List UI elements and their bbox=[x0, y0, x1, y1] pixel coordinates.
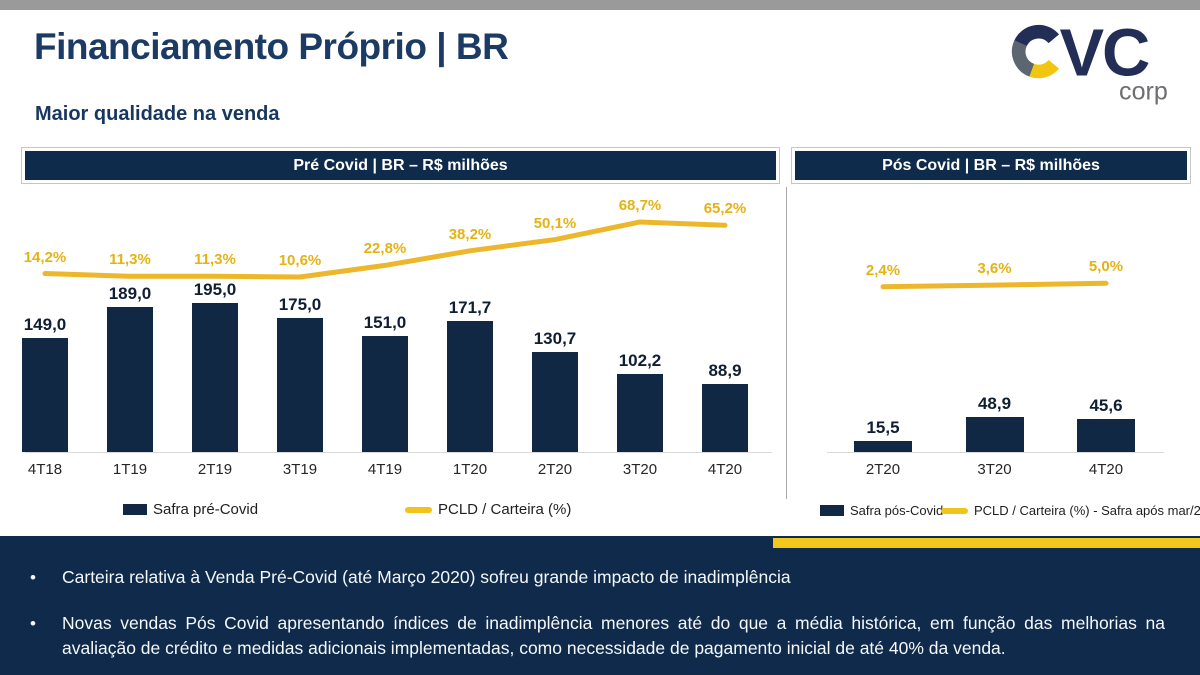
pre-covid-chart: 149,0 4T18 14,2% 189,0 1T19 11,3% 195,0 2T19 11,… bbox=[20, 186, 782, 516]
x-tick-2T20: 2T20 bbox=[865, 461, 901, 478]
logo-text: VC bbox=[1059, 16, 1149, 91]
legend-label: Safra pré-Covid bbox=[153, 501, 259, 518]
bar-1T19 bbox=[107, 307, 153, 452]
x-axis-line bbox=[827, 452, 1164, 453]
bar-3T20 bbox=[965, 417, 1024, 452]
bar-swatch-icon bbox=[123, 504, 147, 515]
pos-covid-panel-title: Pós Covid | BR – R$ milhões bbox=[795, 151, 1187, 180]
x-tick-1T19: 1T19 bbox=[112, 461, 148, 478]
bar-4T20 bbox=[1077, 419, 1135, 452]
legend-label: PCLD / Carteira (%) bbox=[438, 501, 572, 518]
pct-label-3T20: 3,6% bbox=[977, 260, 1012, 278]
logo-sub-text: corp bbox=[1119, 78, 1168, 106]
pct-label-4T19: 22,8% bbox=[363, 240, 407, 258]
top-gray-strip bbox=[0, 0, 1200, 10]
bar-value-4T19: 151,0 bbox=[363, 313, 407, 332]
bar-3T20 bbox=[617, 374, 663, 452]
pct-label-2T20: 50,1% bbox=[533, 214, 577, 232]
pct-label-3T19: 10,6% bbox=[278, 251, 322, 269]
x-tick-4T18: 4T18 bbox=[27, 461, 63, 478]
bar-4T18 bbox=[22, 338, 68, 452]
pct-label-3T20: 68,7% bbox=[618, 196, 662, 214]
page-title: Financiamento Próprio | BR bbox=[34, 26, 509, 67]
bar-value-2T20: 15,5 bbox=[866, 418, 900, 437]
cvc-logo-icon: VC corp bbox=[1011, 16, 1168, 106]
pre-covid-panel-header: Pré Covid | BR – R$ milhões bbox=[21, 147, 780, 184]
pct-label-4T18: 14,2% bbox=[23, 248, 67, 266]
x-tick-4T19: 4T19 bbox=[367, 461, 403, 478]
cvc-corp-logo: VC corp bbox=[1010, 16, 1180, 113]
pcld-line-icon bbox=[880, 280, 1109, 290]
x-tick-3T20: 3T20 bbox=[622, 461, 658, 478]
pct-label-2T20: 2,4% bbox=[865, 261, 901, 279]
page-subtitle: Maior qualidade na venda bbox=[35, 103, 280, 125]
bar-3T19 bbox=[277, 318, 323, 452]
x-axis-line bbox=[25, 452, 772, 453]
pct-label-1T20: 38,2% bbox=[448, 225, 492, 243]
pct-label-2T19: 11,3% bbox=[194, 251, 236, 269]
bar-value-4T18: 149,0 bbox=[23, 315, 67, 334]
x-tick-4T20: 4T20 bbox=[1088, 461, 1124, 478]
pos-covid-panel-header: Pós Covid | BR – R$ milhões bbox=[791, 147, 1191, 184]
x-tick-4T20: 4T20 bbox=[707, 461, 743, 478]
bar-value-3T20: 48,9 bbox=[977, 394, 1012, 413]
line-swatch-icon bbox=[941, 507, 968, 514]
footer-bullet-2: Novas vendas Pós Covid apresentando índi… bbox=[28, 611, 1165, 661]
bar-value-3T20: 102,2 bbox=[618, 351, 662, 370]
bar-value-2T19: 195,0 bbox=[193, 280, 237, 299]
footer-bullet-1: Carteira relativa à Venda Pré-Covid (até… bbox=[28, 565, 1165, 590]
legend-pcld-carteira: PCLD / Carteira (%) bbox=[405, 501, 571, 518]
bar-swatch-icon bbox=[820, 505, 844, 516]
bar-2T19 bbox=[192, 303, 238, 452]
pre-covid-panel-title: Pré Covid | BR – R$ milhões bbox=[25, 151, 776, 180]
x-tick-1T20: 1T20 bbox=[452, 461, 488, 478]
x-tick-3T19: 3T19 bbox=[282, 461, 318, 478]
bar-4T20 bbox=[702, 384, 748, 452]
bar-value-4T20: 45,6 bbox=[1089, 396, 1123, 415]
panel-divider bbox=[786, 187, 787, 499]
bar-2T20 bbox=[532, 352, 578, 452]
pcld-line-icon bbox=[42, 219, 728, 280]
legend-safra-pos-covid: Safra pós-Covid bbox=[820, 503, 943, 518]
legend-safra-pre-covid: Safra pré-Covid bbox=[123, 501, 258, 518]
footer-accent-bar bbox=[773, 538, 1200, 548]
bar-2T20 bbox=[854, 441, 912, 452]
bar-1T20 bbox=[447, 321, 493, 452]
bar-value-4T20: 88,9 bbox=[708, 361, 742, 380]
bar-value-3T19: 175,0 bbox=[278, 295, 322, 314]
bar-value-2T20: 130,7 bbox=[533, 329, 577, 348]
x-tick-2T20: 2T20 bbox=[537, 461, 573, 478]
legend-pcld-carteira-pos: PCLD / Carteira (%) - Safra após mar/20 bbox=[941, 503, 1200, 518]
pct-label-1T19: 11,3% bbox=[109, 251, 151, 269]
pct-label-4T20: 65,2% bbox=[703, 200, 747, 218]
x-tick-3T20: 3T20 bbox=[977, 461, 1012, 478]
bar-4T19 bbox=[362, 336, 408, 452]
bar-value-1T20: 171,7 bbox=[448, 298, 492, 317]
bar-value-1T19: 189,0 bbox=[108, 284, 152, 303]
pos-covid-chart: 15,5 2T20 2,4% 48,9 3T20 3,6% 45,6 4T20 5,0% bbox=[792, 186, 1192, 516]
legend-label: Safra pós-Covid bbox=[850, 503, 944, 518]
x-tick-2T19: 2T19 bbox=[197, 461, 233, 478]
footer-panel: Carteira relativa à Venda Pré-Covid (até… bbox=[0, 536, 1200, 675]
pct-label-4T20: 5,0% bbox=[1088, 258, 1124, 276]
legend-label: PCLD / Carteira (%) - Safra após mar/20 bbox=[974, 503, 1200, 518]
line-swatch-icon bbox=[405, 506, 432, 513]
